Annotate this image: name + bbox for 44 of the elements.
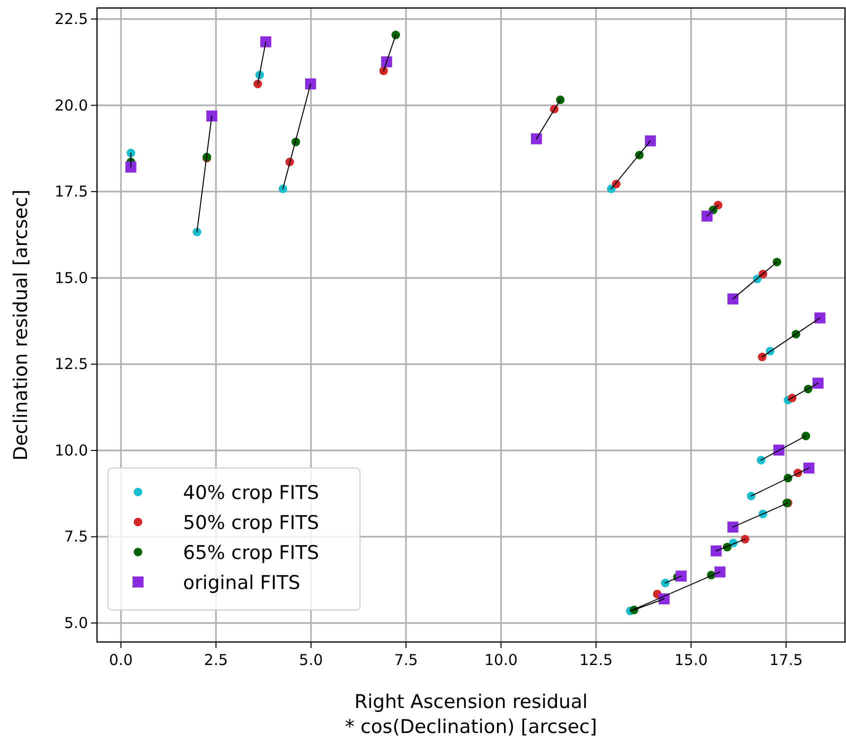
y-tick-label: 5.0 (64, 614, 88, 632)
point (727, 522, 738, 533)
point (814, 312, 826, 324)
point (278, 184, 288, 194)
point (702, 210, 713, 222)
x-tick-label: 2.5 (204, 651, 228, 669)
legend-label: 65% crop FITS (183, 542, 320, 564)
x-tick-label: 7.5 (394, 651, 418, 669)
point (556, 96, 565, 104)
y-tick-label: 20.0 (54, 96, 88, 114)
x-tick-label: 12.5 (579, 651, 613, 669)
legend-label: 50% crop FITS (183, 512, 320, 534)
point (530, 133, 542, 144)
point (727, 293, 738, 304)
y-tick-label: 15.0 (54, 268, 88, 287)
x-axis-title: Right Ascension residual * cos(Declination) [arcsec] (344, 691, 598, 738)
point (660, 578, 670, 588)
x-tick-label: 5.0 (299, 651, 323, 669)
point (803, 462, 814, 474)
point (714, 566, 726, 578)
point (812, 378, 824, 389)
point (710, 545, 722, 556)
point (676, 570, 687, 582)
point (756, 456, 766, 464)
point (381, 56, 392, 68)
x-tick-label: 15.0 (674, 651, 708, 669)
point (305, 78, 316, 90)
y-tick-label: 17.5 (54, 182, 88, 201)
y-tick-label: 7.5 (64, 528, 88, 546)
legend-label: 40% crop FITS (183, 482, 320, 504)
x-tick-label: 17.5 (769, 651, 803, 669)
point (206, 110, 218, 122)
point (260, 36, 272, 48)
legend-label: original FITS (183, 572, 300, 594)
point (644, 135, 656, 146)
point (125, 162, 136, 173)
point (126, 148, 136, 158)
x-tick-label: 10.0 (484, 651, 518, 669)
y-axis-title: Declination residual [arcsec] (10, 189, 32, 461)
point (391, 30, 400, 40)
y-tick-label: 12.5 (54, 355, 88, 374)
x-tick-label: 0.0 (109, 651, 133, 669)
y-tick-label: 10.0 (54, 441, 88, 460)
y-tick-label: 22.5 (54, 10, 88, 28)
